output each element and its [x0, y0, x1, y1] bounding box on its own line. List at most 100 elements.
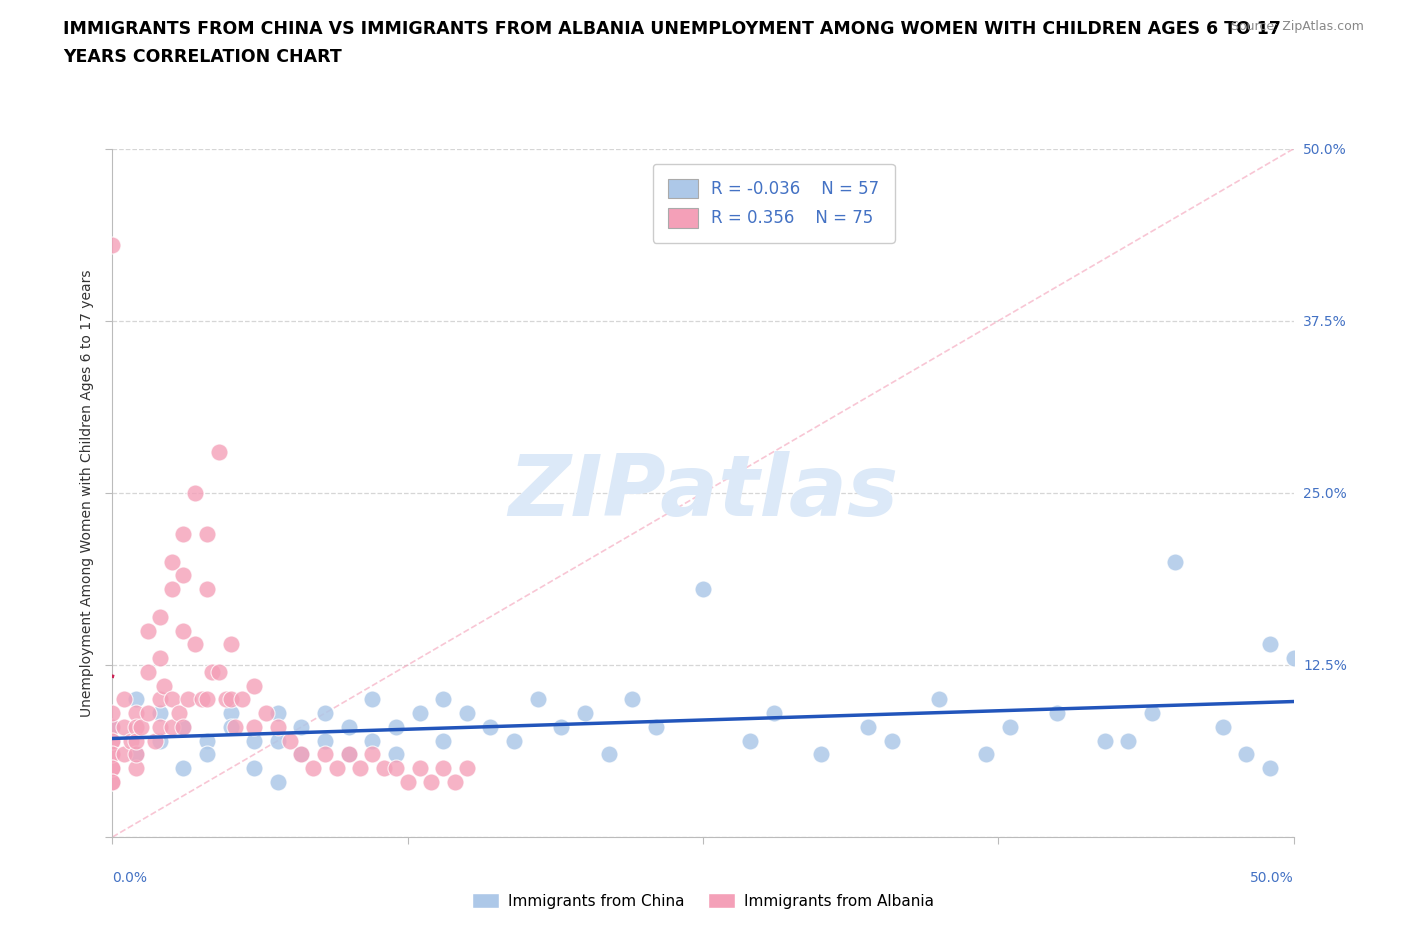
Point	[1046, 706, 1069, 721]
Point	[858, 720, 880, 735]
Point	[1258, 637, 1281, 652]
Point	[153, 678, 176, 693]
Point	[195, 692, 218, 707]
Point	[149, 706, 172, 721]
Point	[172, 526, 194, 541]
Point	[420, 775, 443, 790]
Legend: R = -0.036    N = 57, R = 0.356    N = 75: R = -0.036 N = 57, R = 0.356 N = 75	[654, 164, 894, 243]
Point	[1094, 733, 1116, 748]
Point	[621, 692, 644, 707]
Point	[101, 775, 124, 790]
Point	[215, 692, 238, 707]
Point	[314, 733, 336, 748]
Point	[267, 706, 290, 721]
Point	[314, 747, 336, 762]
Point	[976, 747, 998, 762]
Point	[928, 692, 950, 707]
Point	[373, 761, 395, 776]
Point	[149, 720, 172, 735]
Point	[191, 692, 214, 707]
Point	[385, 720, 408, 735]
Point	[456, 706, 478, 721]
Point	[219, 637, 242, 652]
Point	[361, 692, 384, 707]
Point	[1140, 706, 1163, 721]
Point	[361, 733, 384, 748]
Point	[456, 761, 478, 776]
Point	[167, 706, 190, 721]
Point	[149, 692, 172, 707]
Point	[172, 623, 194, 638]
Point	[314, 706, 336, 721]
Point	[201, 664, 224, 679]
Point	[172, 568, 194, 583]
Point	[432, 733, 454, 748]
Point	[125, 692, 148, 707]
Point	[125, 747, 148, 762]
Point	[125, 720, 148, 735]
Point	[550, 720, 572, 735]
Point	[112, 747, 135, 762]
Point	[267, 775, 290, 790]
Point	[125, 747, 148, 762]
Point	[598, 747, 620, 762]
Point	[231, 692, 253, 707]
Point	[101, 761, 124, 776]
Point	[208, 445, 231, 459]
Point	[208, 664, 231, 679]
Point	[101, 747, 124, 762]
Point	[361, 747, 384, 762]
Point	[432, 761, 454, 776]
Point	[692, 582, 714, 597]
Point	[149, 651, 172, 666]
Point	[762, 706, 785, 721]
Point	[101, 733, 124, 748]
Point	[224, 720, 246, 735]
Text: YEARS CORRELATION CHART: YEARS CORRELATION CHART	[63, 48, 342, 66]
Point	[1116, 733, 1139, 748]
Point	[998, 720, 1021, 735]
Point	[195, 747, 218, 762]
Point	[290, 747, 312, 762]
Point	[160, 692, 183, 707]
Point	[172, 720, 194, 735]
Point	[385, 747, 408, 762]
Point	[101, 747, 124, 762]
Point	[195, 733, 218, 748]
Point	[125, 733, 148, 748]
Text: IMMIGRANTS FROM CHINA VS IMMIGRANTS FROM ALBANIA UNEMPLOYMENT AMONG WOMEN WITH C: IMMIGRANTS FROM CHINA VS IMMIGRANTS FROM…	[63, 20, 1281, 38]
Point	[101, 706, 124, 721]
Point	[184, 637, 207, 652]
Point	[408, 706, 430, 721]
Point	[337, 720, 360, 735]
Point	[125, 706, 148, 721]
Point	[243, 720, 266, 735]
Text: Source: ZipAtlas.com: Source: ZipAtlas.com	[1230, 20, 1364, 33]
Legend: Immigrants from China, Immigrants from Albania: Immigrants from China, Immigrants from A…	[465, 886, 941, 915]
Point	[136, 706, 159, 721]
Point	[160, 720, 183, 735]
Point	[172, 720, 194, 735]
Point	[136, 623, 159, 638]
Y-axis label: Unemployment Among Women with Children Ages 6 to 17 years: Unemployment Among Women with Children A…	[80, 269, 94, 717]
Point	[243, 761, 266, 776]
Point	[101, 720, 124, 735]
Point	[326, 761, 349, 776]
Point	[254, 706, 277, 721]
Point	[810, 747, 832, 762]
Point	[195, 526, 218, 541]
Point	[101, 733, 124, 748]
Point	[1282, 651, 1305, 666]
Point	[444, 775, 467, 790]
Point	[740, 733, 762, 748]
Point	[120, 733, 142, 748]
Text: ZIPatlas: ZIPatlas	[508, 451, 898, 535]
Point	[125, 761, 148, 776]
Point	[184, 485, 207, 500]
Point	[129, 720, 152, 735]
Text: 0.0%: 0.0%	[112, 871, 148, 885]
Point	[112, 692, 135, 707]
Point	[290, 720, 312, 735]
Point	[143, 733, 166, 748]
Point	[149, 733, 172, 748]
